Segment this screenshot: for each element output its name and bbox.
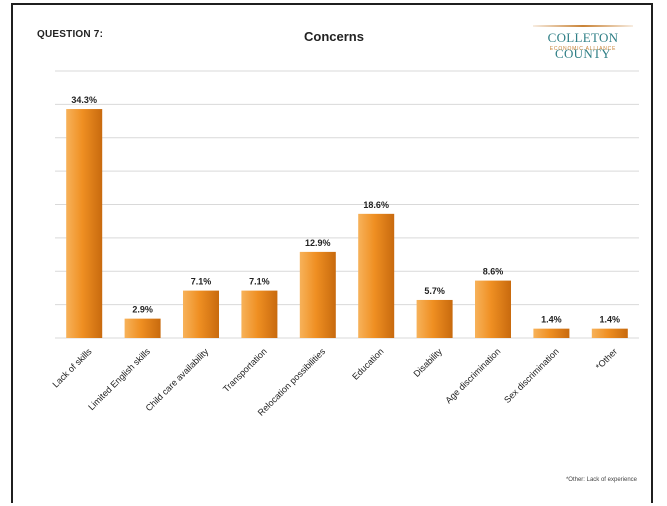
bar-0 — [66, 109, 103, 338]
category-label: *Other — [594, 346, 619, 371]
category-label: Education — [350, 346, 385, 381]
bar-5 — [358, 213, 395, 338]
bar-chart: 34.3% 2.9% 7.1% 7.1% 12.9% 18.6% 5.7% 8.6% 1.4% 1… — [50, 70, 639, 418]
bar-value-label: 12.9% — [305, 238, 331, 248]
bar-value-label: 18.6% — [363, 200, 389, 210]
question-label: QUESTION 7: — [37, 29, 104, 40]
category-label: Sex discrimination — [502, 346, 561, 405]
bar-value-label: 7.1% — [249, 277, 270, 287]
bar-7 — [475, 280, 511, 338]
bar-value-label: 1.4% — [600, 315, 621, 325]
logo-subtitle: ECONOMIC ALLIANCE — [549, 46, 617, 52]
logo-name: COLLETON COUNTY — [547, 30, 619, 61]
category-label: Disability — [411, 346, 444, 379]
bars — [66, 109, 628, 338]
bar-value-label: 5.7% — [424, 286, 445, 296]
bar-8 — [533, 328, 570, 338]
chart-title: Concerns — [304, 29, 364, 44]
bar-9 — [591, 328, 628, 338]
bar-6 — [416, 299, 453, 338]
value-labels: 34.3% 2.9% 7.1% 7.1% 12.9% 18.6% 5.7% 8.6% 1.4% 1… — [71, 95, 620, 325]
category-label: Relocation possibilities — [256, 346, 328, 418]
bar-value-label: 7.1% — [191, 277, 212, 287]
gridlines — [55, 70, 639, 339]
category-label: Lack of skills — [50, 346, 93, 389]
category-label: Transportation — [221, 346, 269, 394]
bar-2 — [183, 290, 219, 338]
bar-value-label: 8.6% — [483, 267, 504, 277]
bar-value-label: 2.9% — [132, 305, 153, 315]
bar-1 — [124, 318, 161, 338]
footnote: *Other: Lack of experience — [565, 477, 637, 483]
slide: QUESTION 7: Concerns COLLETON COUNTY ECO… — [11, 3, 653, 503]
bar-value-label: 1.4% — [541, 315, 562, 325]
bar-4 — [299, 251, 336, 338]
colleton-county-logo: COLLETON COUNTY ECONOMIC ALLIANCE — [521, 19, 645, 61]
bar-3 — [241, 290, 278, 338]
category-label: Limited English skills — [86, 346, 152, 412]
category-label: Age discrimination — [443, 346, 502, 405]
category-label: Child care availability — [144, 346, 211, 413]
logo-ribbon — [533, 25, 633, 27]
bar-value-label: 34.3% — [71, 95, 97, 105]
